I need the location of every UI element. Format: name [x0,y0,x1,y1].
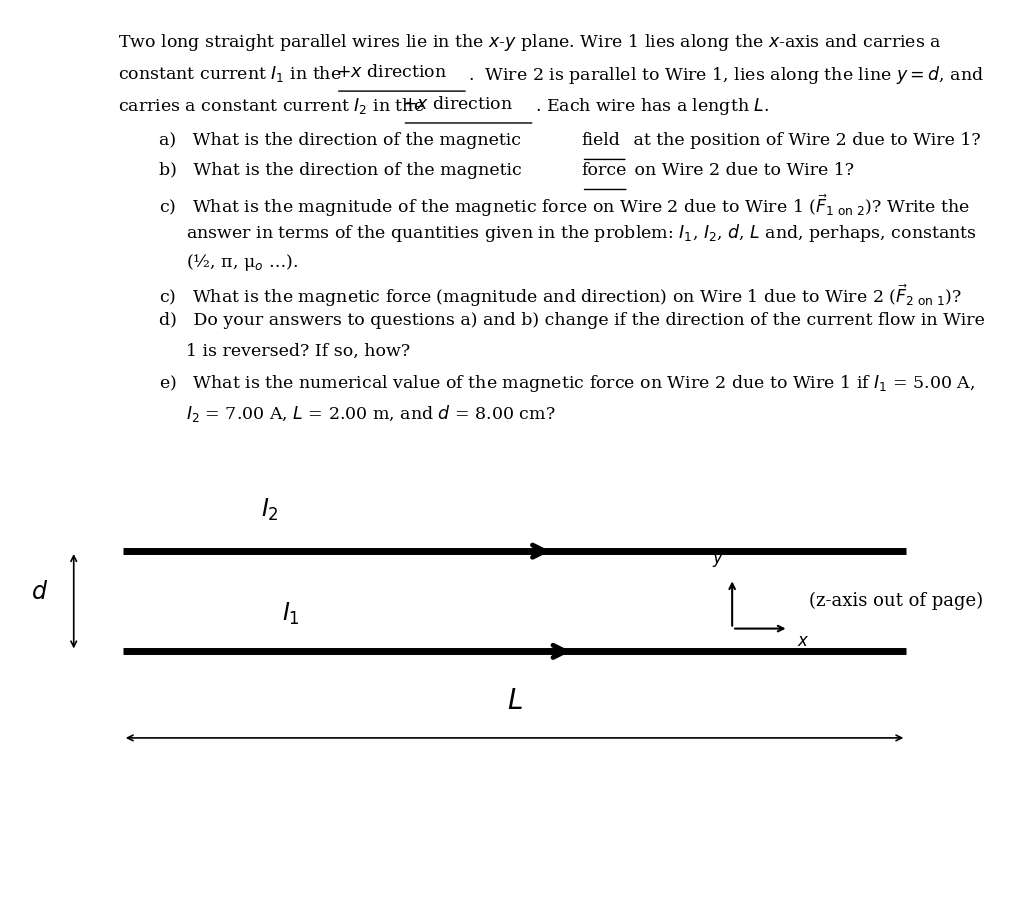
Text: 1 is reversed? If so, how?: 1 is reversed? If so, how? [186,343,411,360]
Text: on Wire 2 due to Wire 1?: on Wire 2 due to Wire 1? [629,162,854,179]
Text: $x$: $x$ [797,633,809,650]
Text: Two long straight parallel wires lie in the $x$-$y$ plane. Wire 1 lies along the: Two long straight parallel wires lie in … [118,32,941,53]
Text: force: force [582,162,627,179]
Text: at the position of Wire 2 due to Wire 1?: at the position of Wire 2 due to Wire 1? [628,132,980,149]
Text: $y$: $y$ [712,551,724,569]
Text: $+x$ direction: $+x$ direction [402,96,514,113]
Text: (½, π, μ$_o$ …).: (½, π, μ$_o$ …). [186,252,298,273]
Text: e)   What is the numerical value of the magnetic force on Wire 2 due to Wire 1 i: e) What is the numerical value of the ma… [159,373,975,394]
Text: c)   What is the magnetic force (magnitude and direction) on Wire 1 due to Wire : c) What is the magnetic force (magnitude… [159,282,962,309]
Text: $d$: $d$ [31,580,48,604]
Text: $I_2$ = 7.00 A, $L$ = 2.00 m, and $d$ = 8.00 cm?: $I_2$ = 7.00 A, $L$ = 2.00 m, and $d$ = … [186,403,556,424]
Text: answer in terms of the quantities given in the problem: $I_1$, $I_2$, $d$, $L$ a: answer in terms of the quantities given … [186,222,977,244]
Text: a)   What is the direction of the magnetic: a) What is the direction of the magnetic [159,132,526,149]
Text: carries a constant current $I_2$ in the: carries a constant current $I_2$ in the [118,96,425,116]
Text: $I_2$: $I_2$ [261,496,279,523]
Text: c)   What is the magnitude of the magnetic force on Wire 2 due to Wire 1 ($\vec{: c) What is the magnitude of the magnetic… [159,192,970,219]
Text: d)   Do your answers to questions a) and b) change if the direction of the curre: d) Do your answers to questions a) and b… [159,312,985,330]
Text: (z-axis out of page): (z-axis out of page) [809,592,983,610]
Text: constant current $I_1$ in the: constant current $I_1$ in the [118,64,342,84]
Text: field: field [582,132,621,149]
Text: .  Wire 2 is parallel to Wire 1, lies along the line $y = d$, and: . Wire 2 is parallel to Wire 1, lies alo… [468,64,984,86]
Text: $L$: $L$ [507,688,522,715]
Text: $I_1$: $I_1$ [282,601,299,628]
Text: . Each wire has a length $L$.: . Each wire has a length $L$. [535,96,769,117]
Text: $+x$ direction: $+x$ direction [336,64,447,81]
Text: b)   What is the direction of the magnetic: b) What is the direction of the magnetic [159,162,527,179]
